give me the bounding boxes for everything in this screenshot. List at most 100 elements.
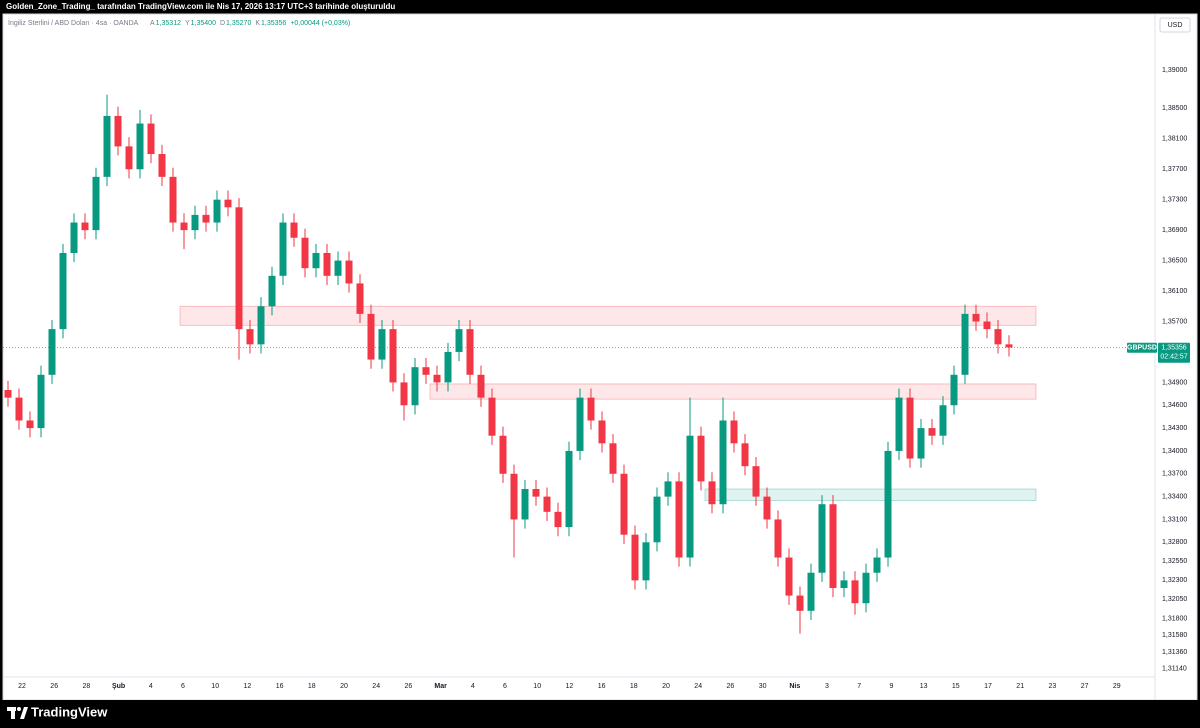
x-tick-label: Şub: [112, 683, 125, 690]
y-tick-label: 1,37700: [1162, 166, 1187, 173]
candle-body: [840, 580, 848, 588]
candle-body: [422, 367, 430, 375]
y-tick-label: 1,35700: [1162, 318, 1187, 325]
candle-body: [136, 123, 144, 170]
y-tick-label: 1,32800: [1162, 539, 1187, 546]
candle-body: [224, 199, 232, 208]
candle-body: [719, 420, 727, 505]
y-tick-label: 1,32050: [1162, 596, 1187, 603]
candle-body: [235, 207, 243, 330]
zone: [704, 488, 1037, 501]
y-tick-label: 1,32300: [1162, 577, 1187, 584]
candle-body: [939, 405, 947, 436]
y-tick-label: 1,37300: [1162, 197, 1187, 204]
y-tick-label: 1,38500: [1162, 105, 1187, 112]
y-tick-label: 1,34300: [1162, 425, 1187, 432]
x-tick-label: 27: [1081, 683, 1089, 690]
candle-body: [994, 329, 1002, 345]
y-tick-label: 1,33100: [1162, 516, 1187, 523]
candle-body: [774, 519, 782, 558]
x-tick-label: 26: [50, 683, 58, 690]
candle-body: [906, 397, 914, 459]
x-tick-label: 22: [18, 683, 26, 690]
candle-body: [675, 481, 683, 558]
currency[interactable]: USD: [1168, 22, 1183, 29]
candle-body: [444, 351, 452, 383]
candle-body: [279, 222, 287, 276]
ohlc-key: Y: [185, 20, 190, 27]
y-tick-label: 1,32550: [1162, 558, 1187, 565]
candle-body: [796, 595, 804, 611]
symbol-tag-label: GBPUSD: [1127, 345, 1157, 352]
x-tick-label: 4: [471, 683, 475, 690]
x-tick-label: 24: [694, 683, 702, 690]
candle-body: [290, 222, 298, 238]
candle-body: [1005, 344, 1013, 348]
candle-body: [477, 374, 485, 398]
candle-body: [147, 123, 155, 154]
candle-body: [433, 374, 441, 383]
candle-body: [246, 329, 254, 345]
candle-body: [818, 504, 826, 573]
x-tick-label: 7: [857, 683, 861, 690]
candle-body: [180, 222, 188, 231]
candle-body: [807, 572, 815, 611]
header-title: Golden_Zone_Trading_ tarafından TradingV…: [6, 2, 395, 11]
candle-body: [4, 390, 12, 398]
candle-body: [213, 199, 221, 223]
candle-body: [851, 580, 859, 604]
candle-body: [884, 450, 892, 558]
ohlc-key: A: [150, 20, 155, 27]
x-tick-label: 4: [149, 683, 153, 690]
ohlc-value: 1,35270: [226, 20, 251, 27]
ohlc-value: 1,35356: [261, 20, 286, 27]
x-tick-label: 9: [889, 683, 893, 690]
candle-body: [554, 511, 562, 528]
x-tick-label: 17: [984, 683, 992, 690]
candle-body: [488, 397, 496, 436]
candle-body: [653, 496, 661, 543]
x-tick-label: 3: [825, 683, 829, 690]
candle-body: [257, 306, 265, 345]
candle-body: [983, 321, 991, 330]
candle-body: [334, 260, 342, 276]
ohlc-key: D: [220, 20, 225, 27]
candle-body: [367, 313, 375, 360]
x-tick-label: 29: [1113, 683, 1121, 690]
candle-body: [389, 329, 397, 383]
candle-body: [26, 420, 34, 429]
candle-body: [158, 154, 166, 177]
candle-body: [301, 237, 309, 269]
candle-body: [191, 214, 199, 231]
candle-body: [323, 252, 331, 276]
candle-body: [862, 572, 870, 604]
zone: [429, 383, 1037, 400]
candle-body: [664, 481, 672, 497]
candle-body: [708, 481, 716, 505]
price-tag-label: 1,35356: [1161, 345, 1186, 352]
x-tick-label: 10: [533, 683, 541, 690]
candle-body: [642, 542, 650, 581]
y-tick-label: 1,31580: [1162, 632, 1187, 639]
candle-body: [521, 489, 529, 520]
y-tick-label: 1,33400: [1162, 493, 1187, 500]
candle-body: [48, 329, 56, 375]
candle-body: [895, 397, 903, 451]
y-tick-label: 1,36900: [1162, 227, 1187, 234]
y-tick-label: 1,34900: [1162, 379, 1187, 386]
x-tick-label: 30: [759, 683, 767, 690]
x-tick-label: 6: [503, 683, 507, 690]
x-tick-label: 10: [211, 683, 219, 690]
candle-body: [499, 435, 507, 474]
candle-body: [378, 329, 386, 360]
x-tick-label: 24: [372, 683, 380, 690]
x-tick-label: Mar: [434, 683, 447, 690]
y-tick-label: 1,34600: [1162, 402, 1187, 409]
x-tick-label: 12: [244, 683, 252, 690]
candle-body: [598, 420, 606, 444]
candle-body: [620, 473, 628, 535]
currency-button[interactable]: [1159, 17, 1191, 33]
y-tick-label: 1,36100: [1162, 288, 1187, 295]
y-tick-label: 1,31140: [1162, 666, 1187, 673]
